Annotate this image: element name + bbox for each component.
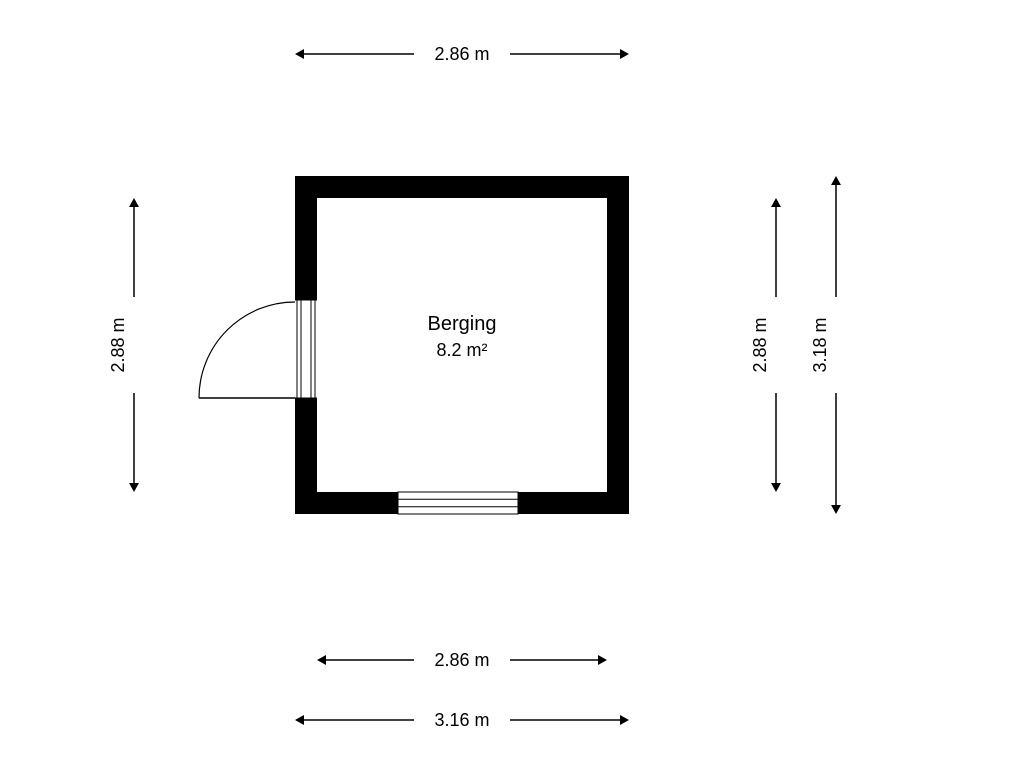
window [398, 492, 518, 514]
door [199, 300, 317, 398]
room-area: 8.2 m² [436, 340, 487, 360]
room-name: Berging [428, 313, 497, 335]
dim-bottom-outer: 3.16 m [304, 710, 620, 730]
dim-bottom-outer-label: 3.16 m [434, 710, 489, 730]
wall-bottom-left [295, 492, 398, 514]
dim-right-outer: 3.18 m [810, 185, 836, 505]
dim-top: 2.86 m [304, 44, 620, 64]
dim-right-inner: 2.88 m [750, 207, 776, 483]
dim-bottom-inner-label: 2.86 m [434, 650, 489, 670]
dim-right-outer-label: 3.18 m [810, 317, 830, 372]
dim-top-label: 2.86 m [434, 44, 489, 64]
wall-top [295, 176, 629, 198]
dim-right-inner-label: 2.88 m [750, 317, 770, 372]
door-swing-arc [199, 302, 295, 398]
dim-left-label: 2.88 m [108, 317, 128, 372]
floor-plan-svg: Berging 8.2 m² 2.86 m 2.86 m 3.16 m 2.88 m 2.8… [0, 0, 1024, 768]
dim-bottom-inner: 2.86 m [326, 650, 598, 670]
wall-left-upper [295, 176, 317, 300]
dim-left: 2.88 m [108, 207, 134, 483]
wall-bottom-right [518, 492, 629, 514]
wall-right [607, 176, 629, 514]
